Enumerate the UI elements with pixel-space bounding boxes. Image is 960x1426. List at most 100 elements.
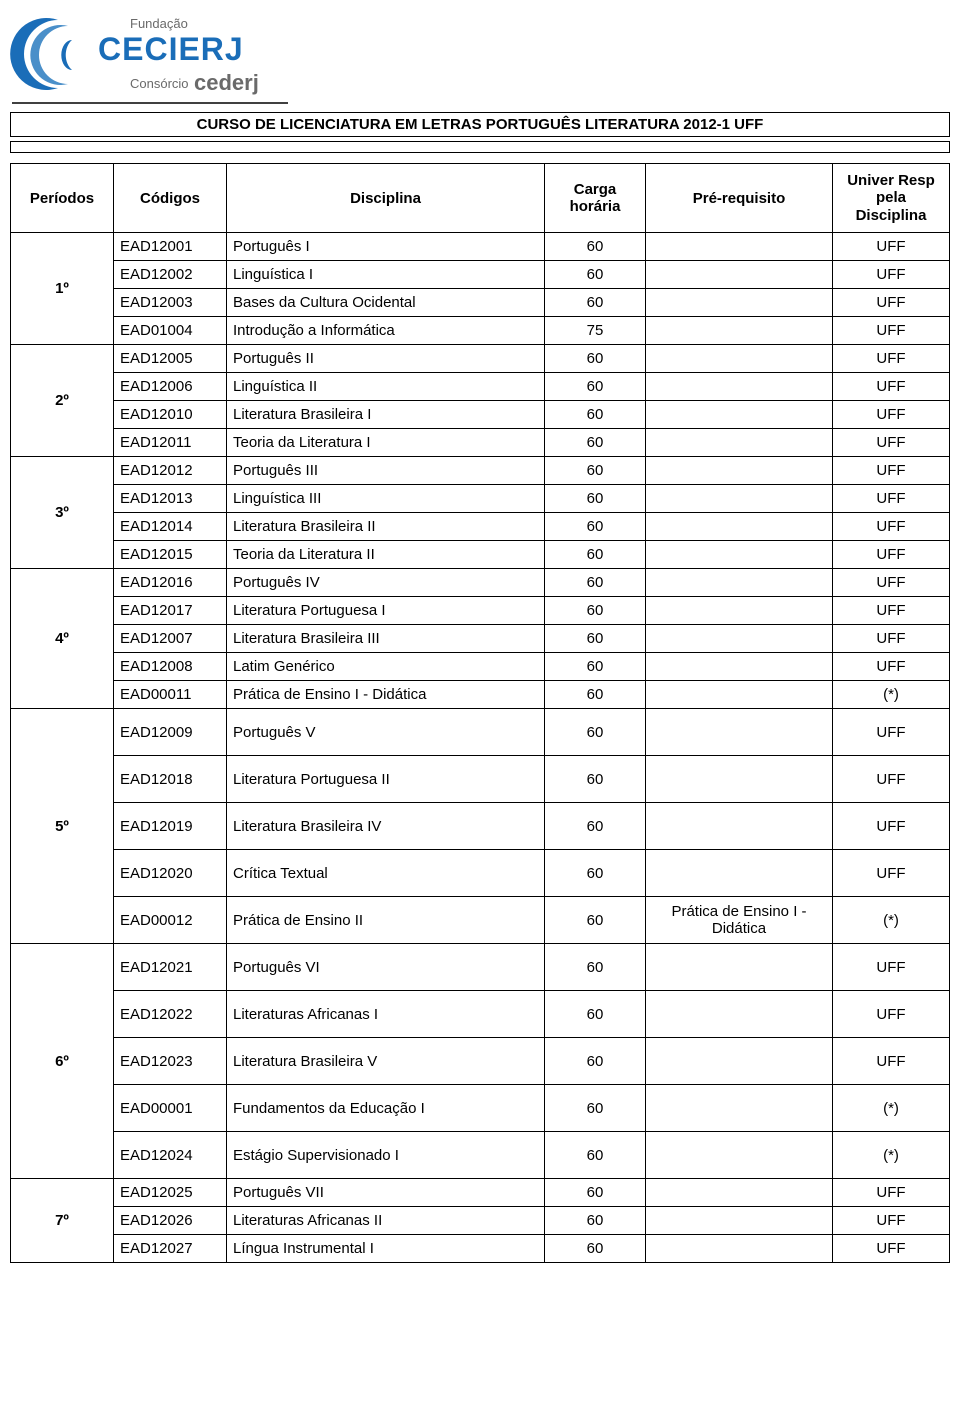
codigo-cell: EAD12016 [114,569,227,597]
disciplina-cell: Estágio Supervisionado I [227,1132,545,1179]
period-cell: 4º [11,569,114,709]
prereq-cell [646,373,833,401]
table-row: EAD12007Literatura Brasileira III60UFF [11,625,950,653]
carga-cell: 60 [545,345,646,373]
disciplina-cell: Literatura Brasileira IV [227,803,545,850]
univer-cell: UFF [833,944,950,991]
univer-cell: UFF [833,653,950,681]
univer-cell: UFF [833,1207,950,1235]
prereq-cell [646,345,833,373]
univer-cell: UFF [833,233,950,261]
univer-cell: UFF [833,991,950,1038]
codigo-cell: EAD12007 [114,625,227,653]
univer-cell: (*) [833,681,950,709]
table-row: EAD12023Literatura Brasileira V60UFF [11,1038,950,1085]
codigo-cell: EAD12013 [114,485,227,513]
table-row: EAD12014Literatura Brasileira II60UFF [11,513,950,541]
codigo-cell: EAD12011 [114,429,227,457]
univer-cell: UFF [833,850,950,897]
univer-cell: UFF [833,261,950,289]
table-row: EAD12011Teoria da Literatura I60UFF [11,429,950,457]
disciplina-cell: Prática de Ensino II [227,897,545,944]
consorcio-text: Consórcio [130,76,189,91]
curriculum-table: Períodos Códigos Disciplina Carga horári… [10,163,950,1263]
carga-cell: 60 [545,261,646,289]
period-cell: 1º [11,233,114,345]
carga-cell: 60 [545,569,646,597]
header-row: Períodos Códigos Disciplina Carga horári… [11,164,950,233]
table-row: EAD00001Fundamentos da Educação I60(*) [11,1085,950,1132]
codigo-cell: EAD12026 [114,1207,227,1235]
prereq-cell [646,944,833,991]
table-row: 2ºEAD12005Português II60UFF [11,345,950,373]
codigo-cell: EAD12017 [114,597,227,625]
codigo-cell: EAD12003 [114,289,227,317]
codigo-cell: EAD12006 [114,373,227,401]
carga-cell: 60 [545,429,646,457]
period-cell: 6º [11,944,114,1179]
header-disciplina: Disciplina [227,164,545,233]
table-row: 4ºEAD12016Português IV60UFF [11,569,950,597]
disciplina-cell: Português III [227,457,545,485]
prereq-cell [646,625,833,653]
spacer-box [10,141,950,153]
prereq-cell [646,1207,833,1235]
univer-cell: UFF [833,1179,950,1207]
codigo-cell: EAD12019 [114,803,227,850]
disciplina-cell: Literatura Portuguesa II [227,756,545,803]
carga-cell: 60 [545,1132,646,1179]
disciplina-cell: Língua Instrumental I [227,1235,545,1263]
carga-cell: 60 [545,653,646,681]
univer-cell: UFF [833,541,950,569]
carga-cell: 60 [545,541,646,569]
disciplina-cell: Português V [227,709,545,756]
codigo-cell: EAD12024 [114,1132,227,1179]
codigo-cell: EAD12014 [114,513,227,541]
table-row: EAD12015Teoria da Literatura II60UFF [11,541,950,569]
disciplina-cell: Literaturas Africanas II [227,1207,545,1235]
table-row: EAD12024Estágio Supervisionado I60(*) [11,1132,950,1179]
carga-cell: 60 [545,1235,646,1263]
codigo-cell: EAD12008 [114,653,227,681]
codigo-cell: EAD12021 [114,944,227,991]
prereq-cell [646,429,833,457]
disciplina-cell: Literatura Portuguesa I [227,597,545,625]
carga-cell: 60 [545,625,646,653]
prereq-cell [646,1085,833,1132]
prereq-cell [646,681,833,709]
prereq-cell [646,401,833,429]
table-row: EAD12008Latim Genérico60UFF [11,653,950,681]
prereq-cell [646,1235,833,1263]
carga-cell: 60 [545,1085,646,1132]
disciplina-cell: Linguística III [227,485,545,513]
carga-cell: 60 [545,597,646,625]
table-row: EAD12013Linguística III60UFF [11,485,950,513]
univer-cell: (*) [833,897,950,944]
table-row: EAD12019Literatura Brasileira IV60UFF [11,803,950,850]
prereq-cell [646,289,833,317]
table-row: 7ºEAD12025Português VII60UFF [11,1179,950,1207]
table-row: EAD12022Literaturas Africanas I60UFF [11,991,950,1038]
carga-cell: 60 [545,1179,646,1207]
carga-cell: 60 [545,756,646,803]
disciplina-cell: Literaturas Africanas I [227,991,545,1038]
carga-cell: 60 [545,681,646,709]
disciplina-cell: Linguística I [227,261,545,289]
univer-cell: UFF [833,625,950,653]
disciplina-cell: Literatura Brasileira V [227,1038,545,1085]
univer-cell: UFF [833,429,950,457]
univer-cell: UFF [833,317,950,345]
codigo-cell: EAD00001 [114,1085,227,1132]
univer-cell: UFF [833,1038,950,1085]
codigo-cell: EAD12027 [114,1235,227,1263]
header-prereq: Pré-requisito [646,164,833,233]
univer-cell: UFF [833,709,950,756]
carga-cell: 60 [545,233,646,261]
univer-cell: UFF [833,597,950,625]
disciplina-cell: Introdução a Informática [227,317,545,345]
table-row: EAD01004Introdução a Informática75UFF [11,317,950,345]
carga-cell: 60 [545,401,646,429]
codigo-cell: EAD01004 [114,317,227,345]
univer-cell: (*) [833,1085,950,1132]
prereq-cell [646,233,833,261]
